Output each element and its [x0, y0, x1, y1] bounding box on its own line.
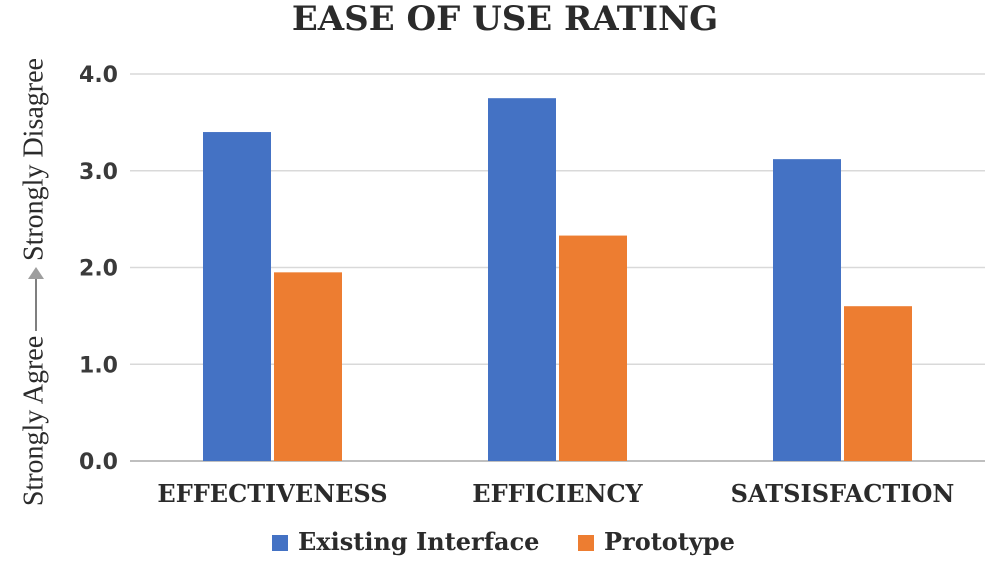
- y-axis-label: Strongly Agree Strongly Disagree: [18, 58, 49, 506]
- y-tick-label: 3.0: [79, 160, 118, 185]
- legend-label: Existing Interface: [298, 527, 539, 556]
- bars: [203, 98, 912, 462]
- y-tick-label: 4.0: [79, 63, 118, 88]
- bar-existing-interface-efficiency: [488, 98, 556, 461]
- bar-existing-interface-effectiveness: [203, 132, 271, 462]
- y-tick-label: 0.0: [79, 450, 118, 475]
- bar-prototype-satsisfaction: [844, 306, 912, 461]
- gridlines: [130, 73, 985, 462]
- y-axis-label-high: Strongly Disagree: [18, 58, 49, 261]
- y-axis-arrow-icon: [28, 267, 44, 279]
- y-tick-label: 1.0: [79, 353, 118, 378]
- legend-label: Prototype: [604, 527, 735, 556]
- y-tick-label: 2.0: [79, 257, 118, 282]
- category-label: EFFECTIVENESS: [157, 479, 387, 508]
- bar-existing-interface-satsisfaction: [773, 159, 841, 461]
- y-axis-label-low: Strongly Agree: [18, 336, 49, 506]
- bar-prototype-effectiveness: [274, 272, 342, 461]
- legend-swatch: [272, 535, 288, 551]
- y-axis-ticks: 0.0 1.0 2.0 3.0 4.0: [79, 63, 118, 475]
- chart-title: EASE OF USE RATING: [292, 0, 718, 39]
- x-axis-ticks: EFFECTIVENESS EFFICIENCY SATSISFACTION: [157, 479, 954, 508]
- bar-prototype-efficiency: [559, 235, 627, 461]
- legend: Existing Interface Prototype: [272, 527, 735, 556]
- category-label: SATSISFACTION: [731, 479, 955, 508]
- category-label: EFFICIENCY: [472, 479, 643, 508]
- legend-swatch: [578, 535, 594, 551]
